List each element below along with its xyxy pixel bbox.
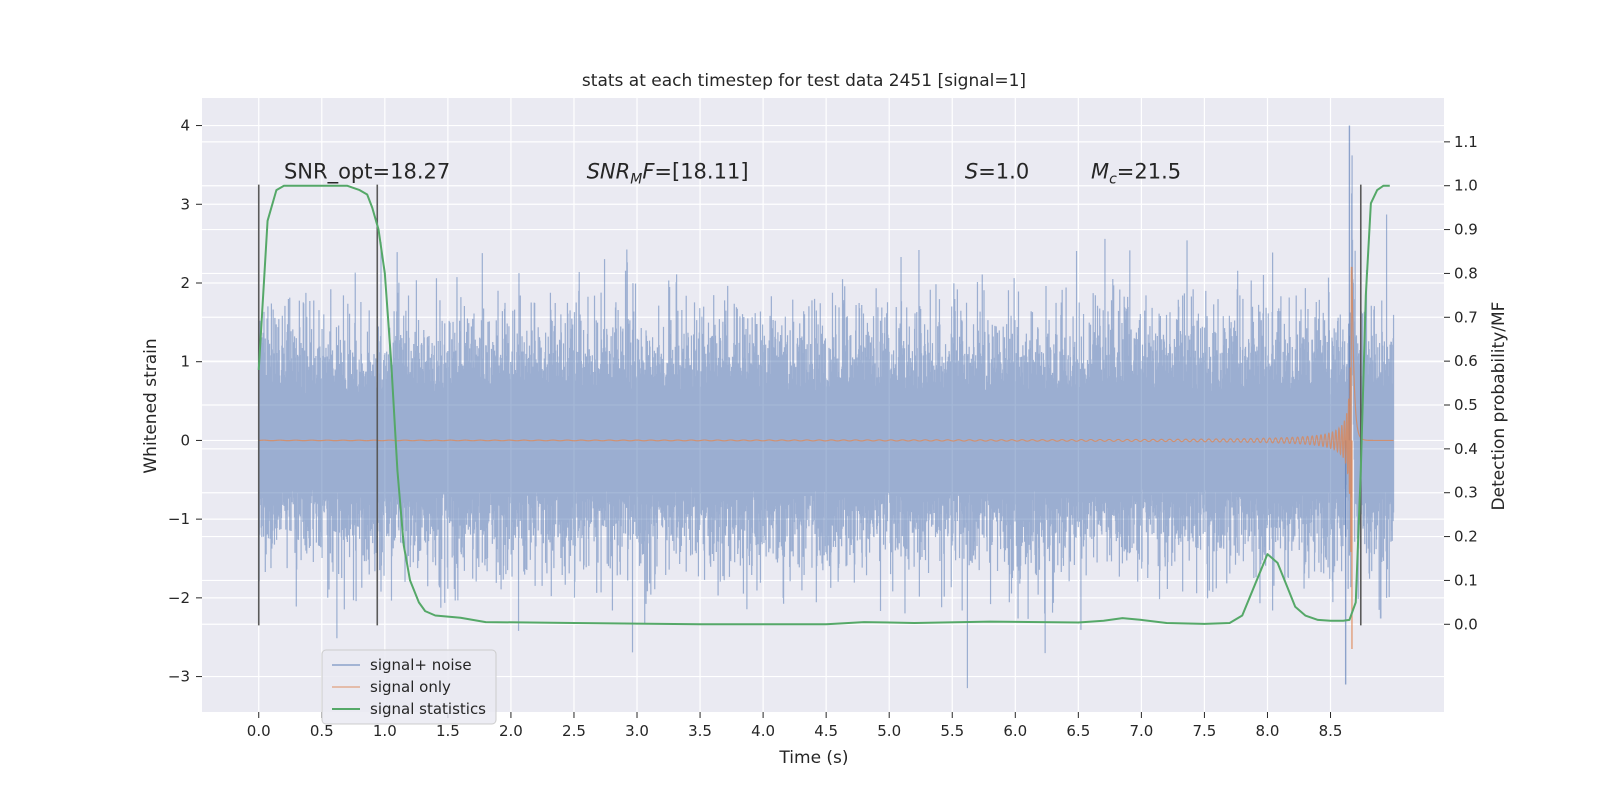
x-tick-label: 5.0 [877, 722, 901, 740]
vertical-markers [257, 184, 1362, 626]
annotations: SNR_opt=18.27 SNRMF=[18.11] S=1.0 Mc=21.5 [284, 159, 1181, 187]
y-right-tick-label: 0.2 [1454, 528, 1478, 546]
y-right-tick-label: 0.4 [1454, 440, 1478, 458]
x-tick-label: 0.5 [310, 722, 334, 740]
x-tick-label: 4.0 [751, 722, 775, 740]
chart-title: stats at each timestep for test data 245… [582, 71, 1026, 91]
x-tick-label: 1.5 [436, 722, 460, 740]
x-tick-label: 3.0 [625, 722, 649, 740]
y-right-tick-label: 0.1 [1454, 571, 1478, 589]
signal-statistics-series [257, 184, 1390, 626]
legend-box [321, 649, 497, 725]
annotation: SNR_opt=18.27 [284, 159, 450, 184]
annotation: S=1.0 [965, 159, 1029, 183]
y-left-tick-label: 4 [180, 117, 190, 135]
y-left-tick-label: 0 [180, 431, 190, 449]
signal-only-line [258, 266, 1394, 553]
x-tick-label: 8.0 [1256, 722, 1280, 740]
y-axis-left-label: Whitened strain [141, 338, 161, 473]
legend: signal+ noise signal only signal statistic… [321, 649, 497, 725]
legend-label: signal statistics [370, 700, 486, 718]
y-right-tick-label: 0.0 [1454, 615, 1478, 633]
x-tick-label: 2.5 [562, 722, 586, 740]
y-axis-right: 1.1 1.0 0.9 0.8 0.7 0.6 0.5 0.4 0.3 0.2 0.1 0.0 [1444, 133, 1478, 633]
y-left-tick-label: −2 [168, 589, 190, 607]
x-tick-label: 1.0 [373, 722, 397, 740]
annotation: Mc=21.5 [1091, 159, 1181, 187]
y-right-tick-label: 0.6 [1454, 352, 1478, 370]
y-axis-right-label: Detection probability/MF [1489, 302, 1509, 511]
x-tick-label: 7.0 [1129, 722, 1153, 740]
y-left-tick-label: 3 [180, 195, 190, 213]
y-right-tick-label: 0.7 [1454, 308, 1478, 326]
x-tick-label: 7.5 [1192, 722, 1216, 740]
x-tick-label: 6.0 [1003, 722, 1027, 740]
y-right-tick-label: 0.9 [1454, 221, 1478, 239]
y-axis-left: 4 3 2 1 0 −1 −2 −3 [168, 117, 202, 686]
y-right-tick-label: 0.8 [1454, 264, 1478, 282]
y-left-tick-label: 2 [180, 274, 190, 292]
x-tick-label: 0.0 [247, 722, 271, 740]
x-axis: 0.0 0.5 1.0 1.5 2.0 2.5 3.0 3.5 4.0 4.5 5.0 5.5 6.0 6… [247, 712, 1343, 740]
legend-label: signal+ noise [370, 656, 472, 674]
y-left-tick-label: −3 [168, 668, 190, 686]
y-left-tick-label: −1 [168, 510, 190, 528]
y-right-tick-label: 0.5 [1454, 396, 1478, 414]
y-right-tick-label: 0.3 [1454, 484, 1478, 502]
x-axis-label: Time (s) [778, 748, 848, 768]
y-left-tick-label: 1 [180, 353, 190, 371]
x-tick-label: 5.5 [940, 722, 964, 740]
x-tick-label: 2.0 [499, 722, 523, 740]
annotation: SNRMF=[18.11] [587, 159, 749, 187]
legend-label: signal only [370, 678, 451, 696]
y-right-tick-label: 1.0 [1454, 177, 1478, 195]
x-tick-label: 3.5 [688, 722, 712, 740]
x-tick-label: 8.5 [1319, 722, 1343, 740]
y-right-tick-label: 1.1 [1454, 133, 1478, 151]
signal-statistics-line [257, 184, 1390, 626]
x-tick-label: 4.5 [814, 722, 838, 740]
x-tick-label: 6.5 [1066, 722, 1090, 740]
